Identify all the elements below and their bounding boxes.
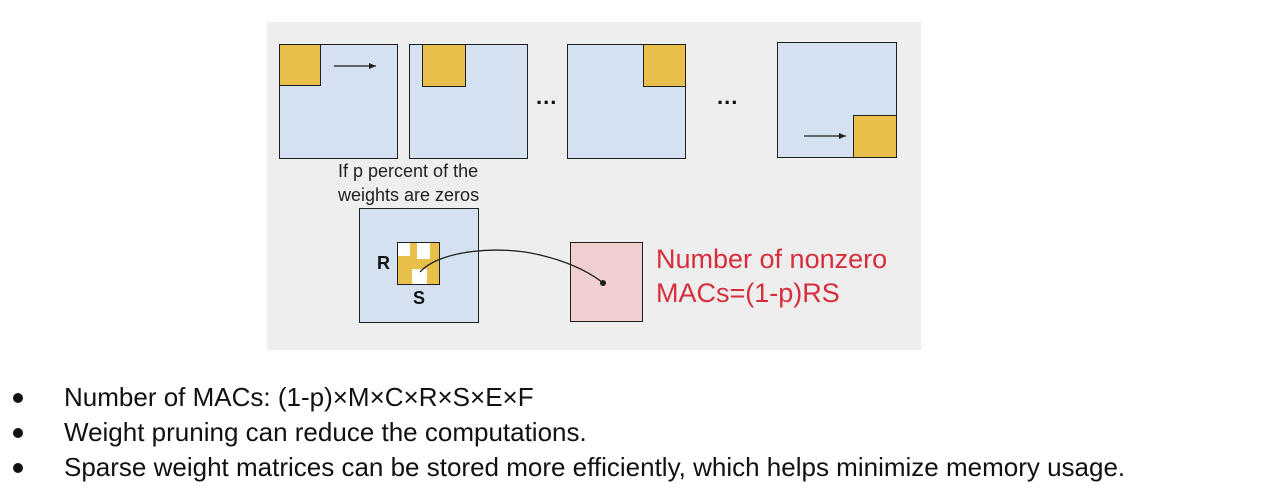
nonzero-macs-note: Number of nonzero MACs=(1-p)RS: [656, 242, 887, 310]
bullet-list: Number of MACs: (1-p)×M×C×R×S×E×F Weight…: [0, 380, 1125, 485]
ellipsis-2: ...: [717, 84, 739, 109]
bullet-dot: [13, 428, 23, 438]
ellipsis-1: ...: [536, 84, 558, 109]
zero-weight-cell: [412, 269, 427, 284]
bullet-item: Number of MACs: (1-p)×M×C×R×S×E×F: [0, 380, 1125, 415]
input-frame-2: [409, 44, 528, 159]
caption-line-1: If p percent of the: [338, 161, 479, 181]
bullet-text: Number of MACs: (1-p)×M×C×R×S×E×F: [64, 382, 534, 412]
kernel-width-label: S: [413, 288, 426, 308]
kernel-height-label: R: [377, 253, 390, 273]
note-line-1: Number of nonzero: [656, 244, 888, 274]
sparse-kernel: [397, 242, 440, 285]
bullet-dot: [13, 393, 23, 403]
zero-weight-cell: [417, 243, 430, 259]
output-cell: [570, 242, 643, 322]
kernel-frame-1: [279, 44, 321, 86]
bullet-text: Sparse weight matrices can be stored mor…: [64, 452, 1126, 482]
bullet-item: Weight pruning can reduce the computatio…: [0, 415, 1125, 450]
caption-line-2: weights are zeros: [338, 185, 480, 205]
kernel-frame-2: [422, 44, 466, 87]
bullet-item: Sparse weight matrices can be stored mor…: [0, 450, 1125, 485]
zero-weight-cell: [398, 243, 410, 256]
kernel-frame-4: [853, 115, 897, 158]
note-line-2: MACs=(1-p)RS: [656, 278, 840, 308]
kernel-frame-3: [643, 44, 686, 87]
bullet-text: Weight pruning can reduce the computatio…: [64, 417, 587, 447]
zero-weights-caption: If p percent of the weights are zeros: [338, 159, 479, 207]
bullet-dot: [13, 463, 23, 473]
